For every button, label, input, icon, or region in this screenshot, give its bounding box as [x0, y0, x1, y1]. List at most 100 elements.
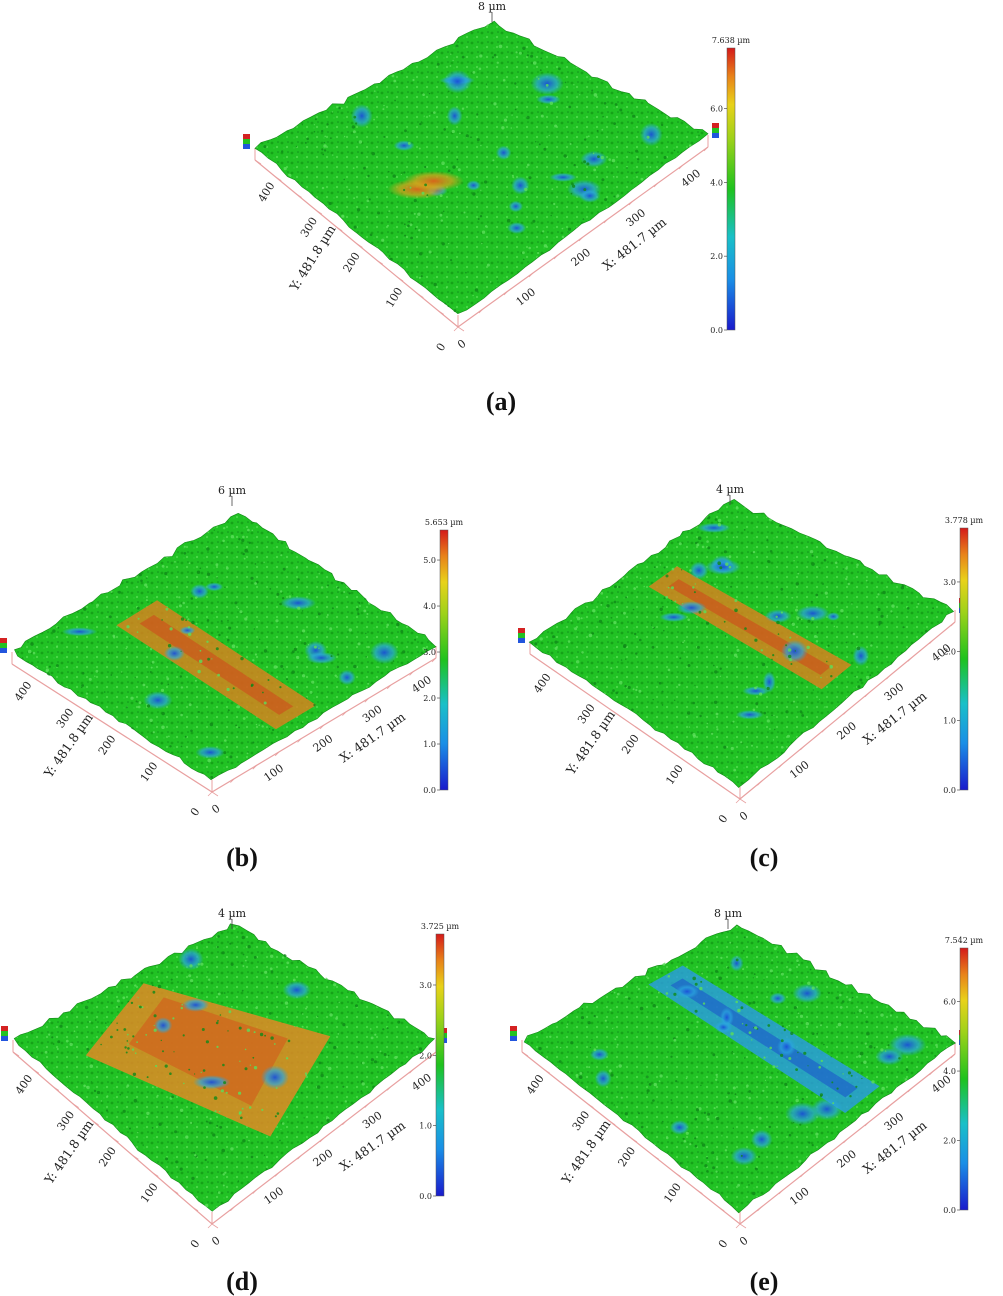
texture-speckle — [218, 633, 221, 637]
texture-speckle — [258, 724, 261, 726]
texture-speckle — [280, 1128, 282, 1130]
texture-speckle — [413, 1049, 415, 1052]
texture-speckle — [206, 572, 211, 576]
texture-speckle — [823, 1043, 825, 1046]
texture-speckle — [213, 529, 215, 531]
texture-speckle — [663, 597, 666, 600]
x-tick-label: 200 — [311, 732, 336, 755]
texture-speckle — [716, 1116, 720, 1121]
texture-speckle — [703, 1111, 707, 1115]
texture-speckle — [252, 659, 255, 662]
texture-speckle — [449, 65, 452, 67]
texture-speckle — [889, 1014, 893, 1017]
texture-speckle — [748, 1096, 751, 1100]
texture-speckle — [732, 1086, 736, 1090]
texture-speckle — [834, 561, 838, 565]
texture-speckle — [337, 1033, 340, 1035]
texture-speckle — [90, 1081, 92, 1083]
texture-speckle — [576, 616, 581, 621]
texture-speckle — [215, 611, 217, 613]
texture-speckle — [593, 1048, 597, 1052]
texture-speckle — [549, 1035, 552, 1039]
texture-speckle — [403, 171, 406, 174]
texture-speckle — [777, 633, 780, 635]
texture-speckle — [815, 593, 819, 597]
texture-speckle — [122, 1109, 126, 1113]
texture-speckle — [27, 649, 32, 654]
texture-speckle — [506, 194, 508, 196]
texture-speckle — [694, 1137, 697, 1140]
colorbar-tick-label: 3.0 — [943, 578, 956, 587]
texture-speckle — [235, 724, 238, 727]
texture-speckle — [835, 996, 839, 1000]
texture-speckle — [259, 1032, 264, 1037]
z-top-label: 6 µm — [218, 484, 247, 497]
texture-speckle — [410, 236, 413, 240]
texture-speckle — [250, 576, 254, 580]
texture-speckle — [170, 978, 173, 981]
texture-speckle — [575, 1074, 579, 1077]
colorbar-tick-label: 3.0 — [423, 648, 436, 657]
texture-speckle — [180, 713, 183, 717]
texture-speckle — [419, 252, 423, 256]
texture-speckle — [632, 688, 635, 691]
pit-region — [536, 94, 561, 105]
texture-speckle — [269, 967, 273, 971]
texture-speckle — [388, 255, 391, 257]
texture-speckle — [365, 632, 367, 635]
texture-speckle — [858, 1008, 862, 1013]
texture-speckle — [807, 619, 811, 623]
texture-speckle — [387, 224, 389, 227]
texture-speckle — [149, 648, 153, 651]
texture-speckle — [708, 649, 711, 651]
texture-speckle — [237, 1180, 240, 1182]
texture-speckle — [404, 129, 407, 133]
texture-speckle — [169, 1072, 172, 1075]
texture-speckle — [810, 600, 813, 604]
texture-speckle — [166, 677, 170, 681]
texture-speckle — [130, 727, 134, 731]
texture-speckle — [326, 123, 329, 126]
y-tick-label: 100 — [138, 760, 161, 785]
texture-speckle — [291, 670, 295, 674]
texture-speckle — [328, 1041, 331, 1045]
texture-speckle — [370, 1058, 374, 1062]
texture-speckle — [337, 586, 340, 589]
texture-speckle — [93, 1089, 97, 1093]
texture-speckle — [582, 218, 585, 221]
texture-speckle — [787, 648, 792, 652]
texture-speckle — [407, 142, 411, 145]
texture-speckle — [710, 732, 714, 735]
texture-speckle — [443, 128, 447, 131]
texture-speckle — [613, 621, 617, 625]
x-tick-label: 200 — [834, 719, 859, 742]
texture-speckle — [327, 1066, 332, 1071]
texture-speckle — [200, 962, 204, 966]
texture-speckle — [313, 124, 315, 126]
texture-speckle — [253, 1066, 258, 1070]
texture-speckle — [540, 57, 542, 60]
texture-speckle — [608, 158, 611, 161]
texture-speckle — [422, 93, 425, 96]
texture-speckle — [790, 663, 793, 665]
texture-speckle — [689, 569, 692, 572]
texture-speckle — [465, 134, 469, 138]
pit-region — [826, 612, 840, 621]
texture-speckle — [740, 1154, 743, 1157]
texture-speckle — [379, 1050, 382, 1053]
texture-speckle — [352, 167, 355, 170]
texture-speckle — [663, 566, 666, 569]
y-tick-label: 400 — [12, 679, 35, 704]
texture-speckle — [439, 194, 443, 198]
texture-speckle — [559, 1046, 562, 1049]
texture-speckle — [610, 1073, 614, 1077]
texture-speckle — [129, 637, 131, 639]
pit-region — [769, 992, 787, 1005]
texture-speckle — [152, 990, 156, 994]
texture-speckle — [632, 114, 636, 118]
y-tick-label: 400 — [255, 180, 277, 205]
texture-speckle — [238, 726, 241, 729]
texture-speckle — [766, 539, 769, 542]
texture-speckle — [847, 582, 850, 586]
texture-speckle — [873, 1047, 876, 1049]
